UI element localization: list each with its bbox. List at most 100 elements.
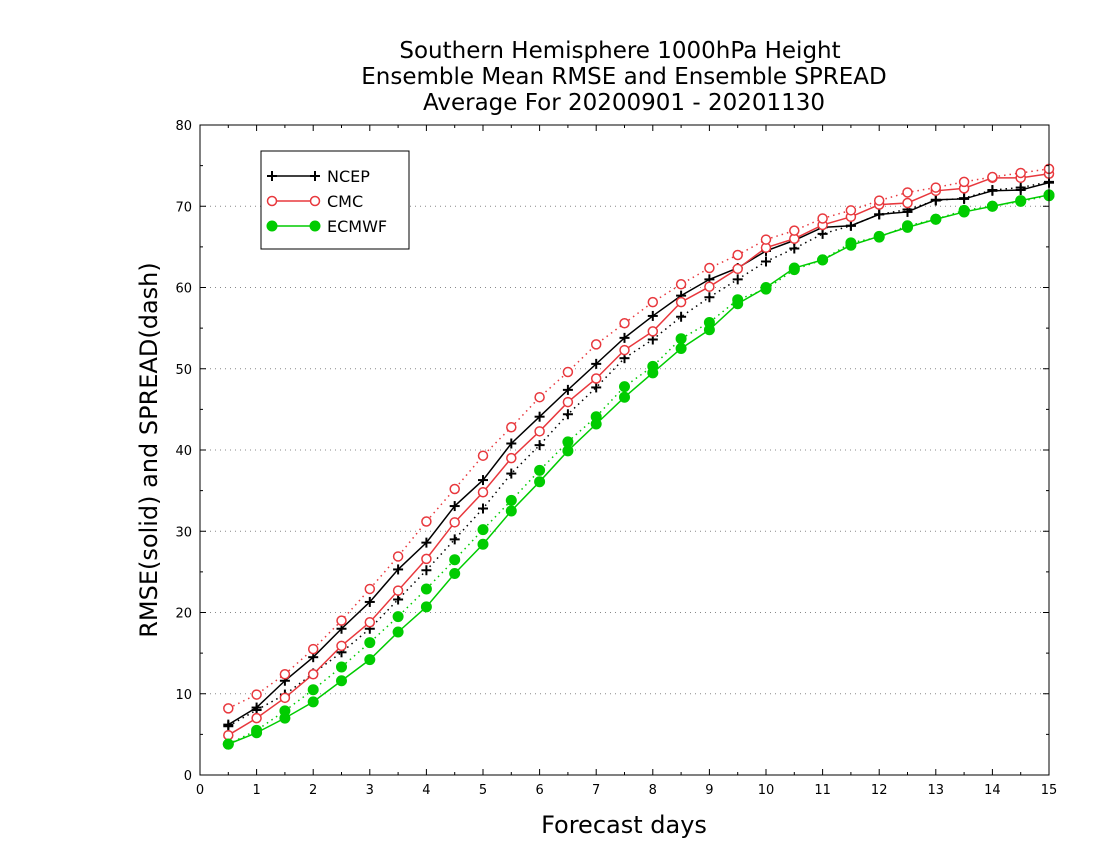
x-tick-label: 12 <box>871 783 888 798</box>
data-point <box>789 243 800 254</box>
data-point <box>562 366 574 378</box>
data-point <box>1015 195 1027 207</box>
data-point <box>478 503 488 514</box>
data-point <box>392 551 404 562</box>
data-point <box>788 264 800 276</box>
data-point <box>845 220 856 231</box>
series-cmc-rmse <box>223 168 1055 741</box>
data-point <box>930 195 941 206</box>
data-point <box>393 564 404 575</box>
data-point <box>477 450 489 461</box>
data-point <box>251 712 262 724</box>
series-ecmwf-spread <box>222 190 1055 750</box>
y-tick-label: 30 <box>175 525 192 540</box>
data-point <box>364 654 376 666</box>
data-point <box>760 283 772 295</box>
data-point <box>449 568 461 579</box>
data-point <box>760 234 772 245</box>
data-point <box>449 554 461 566</box>
data-point <box>478 475 488 486</box>
data-point <box>675 279 687 290</box>
data-point <box>591 358 602 369</box>
y-tick-label: 10 <box>175 688 192 703</box>
data-point <box>449 517 460 528</box>
data-point <box>223 703 234 714</box>
data-point <box>873 231 885 243</box>
data-point <box>307 643 319 655</box>
legend-box <box>260 150 410 250</box>
data-point <box>958 176 970 188</box>
data-point <box>336 675 347 687</box>
data-point <box>534 411 545 422</box>
data-point <box>392 626 404 638</box>
data-point <box>505 505 517 517</box>
data-point <box>647 310 658 321</box>
series-line <box>227 168 1050 710</box>
data-point <box>506 468 517 479</box>
x-tick-label: 10 <box>758 783 775 798</box>
data-point <box>732 249 743 261</box>
data-point <box>732 274 743 285</box>
title-line-1: Southern Hemisphere 1000hPa Height <box>399 38 840 64</box>
x-tick-label: 3 <box>366 783 374 798</box>
x-tick-label: 11 <box>814 783 831 798</box>
data-point <box>619 391 630 403</box>
x-tick-label: 4 <box>422 783 430 798</box>
data-point <box>676 311 687 322</box>
data-point <box>534 476 546 488</box>
data-point <box>279 692 291 704</box>
data-point <box>902 197 913 209</box>
data-point <box>845 237 857 249</box>
data-point <box>1015 167 1026 179</box>
data-point <box>562 396 574 408</box>
data-point <box>393 594 404 605</box>
plot-series <box>222 163 1055 750</box>
data-point <box>477 538 489 550</box>
y-axis-ticks: 0 10 20 30 40 50 60 70 80 <box>175 119 1049 784</box>
data-point <box>421 553 432 565</box>
data-point <box>420 583 432 595</box>
data-point <box>619 332 630 343</box>
data-point <box>590 339 602 350</box>
data-point <box>477 487 489 498</box>
data-point <box>902 187 913 198</box>
data-point <box>704 292 715 303</box>
title-line-2: Ensemble Mean RMSE and Ensemble SPREAD <box>361 64 886 90</box>
x-tick-label: 13 <box>928 783 945 798</box>
data-point <box>874 209 885 220</box>
y-tick-label: 20 <box>175 607 192 622</box>
data-point <box>817 228 828 239</box>
data-point <box>958 204 970 216</box>
data-point <box>619 381 630 393</box>
data-point <box>364 637 376 649</box>
data-point <box>279 669 291 680</box>
grid-lines <box>200 205 1049 695</box>
data-point <box>364 583 376 595</box>
data-point <box>477 524 489 536</box>
data-point <box>506 452 517 464</box>
data-point <box>902 220 913 232</box>
data-point <box>675 333 687 345</box>
data-point <box>534 426 545 437</box>
data-point <box>647 296 659 308</box>
x-tick-label: 8 <box>649 783 657 798</box>
title-line-3: Average For 20200901 - 20201130 <box>423 90 825 116</box>
x-tick-label: 2 <box>309 783 317 798</box>
x-axis-title: Forecast days <box>541 811 707 839</box>
data-point <box>704 281 715 292</box>
data-point <box>364 617 376 628</box>
data-point <box>562 384 573 395</box>
data-point <box>986 200 998 212</box>
series-line <box>228 194 1050 745</box>
data-point <box>562 436 574 448</box>
data-point <box>336 615 347 626</box>
data-point <box>704 262 715 274</box>
data-point <box>336 661 347 673</box>
legend-label: ECMWF <box>327 217 387 236</box>
data-point <box>845 205 857 216</box>
legend: NCEP CMC ECMWF <box>260 150 410 250</box>
data-point <box>421 565 432 576</box>
data-point <box>732 263 743 275</box>
data-point <box>251 689 262 700</box>
data-point <box>987 171 998 183</box>
